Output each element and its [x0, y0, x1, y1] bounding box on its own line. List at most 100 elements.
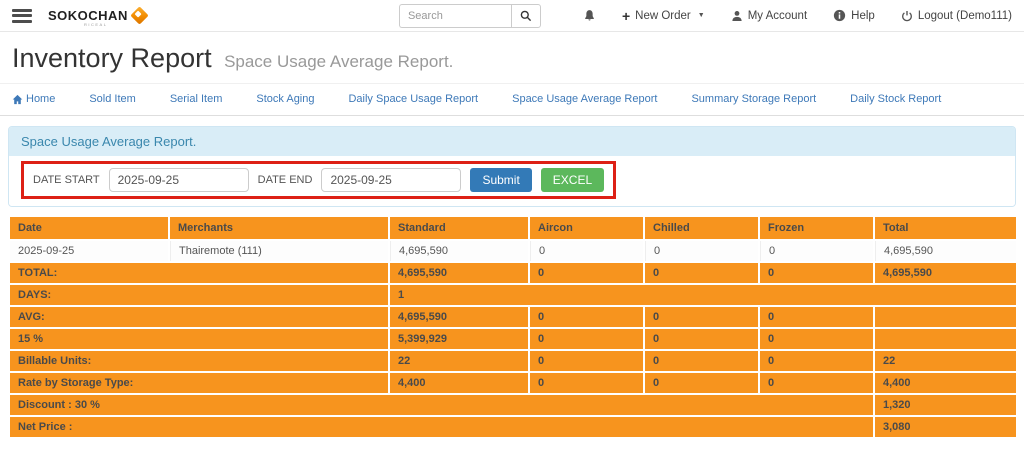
menu-item-label: New Order: [635, 9, 691, 22]
table-cell: 0: [645, 241, 758, 261]
brand-tagline: RICEAL: [84, 22, 108, 27]
table-cell: [875, 307, 1016, 327]
table-cell: DAYS:: [10, 285, 388, 305]
nav-daily-stock-report[interactable]: Daily Stock Report: [850, 93, 941, 105]
table-cell: 5,399,929: [390, 329, 528, 349]
submit-button[interactable]: Submit: [470, 168, 532, 192]
menu-item-label: My Account: [747, 9, 808, 22]
nav-label: Serial Item: [169, 93, 223, 105]
table-cell: 0: [760, 307, 873, 327]
menu-my-account-button[interactable]: My Account: [731, 10, 807, 22]
nav-label: Summary Storage Report: [691, 93, 817, 105]
page-title: Inventory Report: [12, 43, 212, 73]
nav-home[interactable]: Home: [12, 93, 55, 105]
table-cell: 0: [760, 263, 873, 283]
column-header-merchants: Merchants: [170, 217, 388, 239]
brand-logo[interactable]: SOKOCHAN RICEAL: [48, 6, 149, 27]
table-cell: 0: [645, 351, 758, 371]
table-row: AVG: 4,695,590 0 0 0: [10, 307, 1016, 327]
table-cell: 0: [530, 351, 643, 371]
menu-new-order-button[interactable]: + New Order ▼: [622, 9, 705, 23]
table-cell: Net Price :: [10, 417, 873, 437]
table-cell: 1: [390, 285, 1016, 305]
table-cell: 4,695,590: [390, 263, 528, 283]
page-subtitle: Space Usage Average Report.: [224, 52, 454, 71]
nav-stock-aging[interactable]: Stock Aging: [256, 93, 314, 105]
nav-serial-item[interactable]: Serial Item: [170, 93, 223, 105]
table-cell: 4,400: [875, 373, 1016, 393]
search-input[interactable]: [398, 3, 511, 28]
table-row: TOTAL: 4,695,590 0 0 0 4,695,590: [10, 263, 1016, 283]
table-cell: 0: [645, 373, 758, 393]
table-cell: 0: [530, 241, 643, 261]
nav-label: Stock Aging: [256, 93, 315, 105]
column-header-frozen: Frozen: [760, 217, 873, 239]
annotation-highlight-box: DATE START DATE END Submit EXCEL: [21, 161, 617, 199]
table-cell: 22: [390, 351, 528, 371]
table-cell: 1,320: [875, 395, 1016, 415]
table-cell: 4,695,590: [875, 263, 1016, 283]
table-header-row: Date Merchants Standard Aircon Chilled Frozen…: [10, 217, 1016, 239]
table-cell: Discount : 30 %: [10, 395, 873, 415]
column-header-total: Total: [875, 217, 1016, 239]
nav-space-usage-average-report[interactable]: Space Usage Average Report: [512, 93, 657, 105]
menu-help-button[interactable]: Help: [833, 9, 875, 22]
date-start-label: DATE START: [33, 174, 100, 186]
table-row: Billable Units: 22 0 0 0 22: [10, 351, 1016, 371]
table-cell: 3,080: [875, 417, 1016, 437]
page-header: Inventory Report Space Usage Average Rep…: [0, 32, 1024, 84]
column-header-date: Date: [10, 217, 168, 239]
report-nav: Home Sold Item Serial Item Stock Aging Daily…: [0, 84, 1024, 116]
table-cell: 4,695,590: [875, 241, 1016, 261]
date-end-input[interactable]: [321, 168, 462, 192]
report-panel: Space Usage Average Report. DATE START D…: [8, 126, 1016, 207]
table-cell: 0: [645, 307, 758, 327]
power-icon: [901, 10, 913, 22]
column-header-standard: Standard: [390, 217, 528, 239]
table-cell: 0: [760, 373, 873, 393]
table-cell: AVG:: [10, 307, 388, 327]
nav-label: Space Usage Average Report: [512, 93, 658, 105]
table-cell: 0: [530, 373, 643, 393]
nav-daily-space-usage-report[interactable]: Daily Space Usage Report: [348, 93, 478, 105]
nav-sold-item[interactable]: Sold Item: [89, 93, 135, 105]
user-icon: [731, 10, 743, 22]
table-cell: 0: [645, 329, 758, 349]
excel-export-button[interactable]: EXCEL: [540, 168, 605, 192]
table-cell: 4,695,590: [390, 241, 528, 261]
table-row: DAYS: 1: [10, 285, 1016, 305]
menu-hamburger-icon[interactable]: [12, 8, 32, 23]
home-icon: [12, 94, 23, 105]
table-row: 2025-09-25 Thairemote (111) 4,695,590 0 0 0 4,…: [10, 241, 1016, 261]
nav-label: Home: [26, 93, 56, 105]
table-cell: Rate by Storage Type:: [10, 373, 388, 393]
table-cell: Billable Units:: [10, 351, 388, 371]
table-row: 15 % 5,399,929 0 0 0: [10, 329, 1016, 349]
table-cell: [875, 329, 1016, 349]
date-start-input[interactable]: [108, 168, 249, 192]
panel-body: DATE START DATE END Submit EXCEL: [9, 156, 1015, 206]
topbar-right: + New Order ▼ My Account Help Logout (Demo111…: [398, 3, 1012, 28]
nav-summary-storage-report[interactable]: Summary Storage Report: [691, 93, 816, 105]
table-cell: 2025-09-25: [10, 241, 168, 261]
menu-logout-demo111-button[interactable]: Logout (Demo111): [901, 10, 1012, 22]
search-group: [398, 3, 541, 28]
search-button[interactable]: [510, 3, 541, 28]
topbar-menu: + New Order ▼ My Account Help Logout (Demo111…: [583, 9, 1012, 23]
notifications-bell-button[interactable]: [583, 9, 596, 22]
brand-diamond-icon: [130, 6, 149, 25]
report-table: Date Merchants Standard Aircon Chilled Frozen…: [8, 215, 1018, 439]
nav-label: Daily Space Usage Report: [348, 93, 479, 105]
nav-label: Daily Stock Report: [850, 93, 942, 105]
table-cell: Thairemote (111): [170, 241, 388, 261]
brand-name: SOKOCHAN: [48, 8, 128, 23]
table-cell: 4,400: [390, 373, 528, 393]
top-navbar: SOKOCHAN RICEAL + New Order ▼ My Account Hel…: [0, 0, 1024, 32]
table-row: Discount : 30 % 1,320: [10, 395, 1016, 415]
date-end-label: DATE END: [257, 174, 313, 186]
search-icon: [520, 10, 532, 21]
table-cell: 15 %: [10, 329, 388, 349]
table-cell: 22: [875, 351, 1016, 371]
panel-title: Space Usage Average Report.: [9, 127, 1015, 156]
menu-item-label: Logout (Demo111): [917, 9, 1012, 22]
